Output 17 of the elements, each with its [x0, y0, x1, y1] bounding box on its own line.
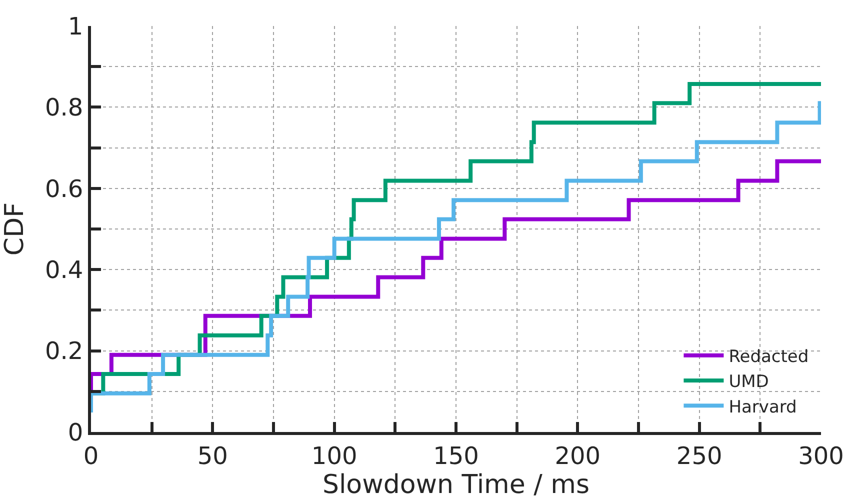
y-axis-title: CDF: [0, 202, 30, 256]
y-tick-label: 0.2: [45, 337, 84, 366]
y-tick-label: 0.4: [45, 256, 84, 284]
x-tick-label: 250: [676, 442, 722, 470]
legend-label: Harvard: [728, 397, 797, 418]
legend-label: Redacted: [728, 347, 809, 368]
y-tick-label: 1: [68, 12, 84, 40]
x-tick-label: 50: [197, 442, 228, 470]
y-tick-label: 0.8: [45, 94, 84, 122]
x-axis-title: Slowdown Time / ms: [322, 470, 590, 500]
legend-label: UMD: [728, 372, 769, 392]
y-tick-label: 0: [68, 418, 84, 446]
x-tick-label: 100: [311, 442, 358, 470]
x-tick-label: 300: [798, 442, 844, 470]
x-tick-label: 150: [433, 442, 479, 470]
x-tick-label: 200: [554, 442, 601, 470]
y-tick-label: 0.6: [45, 174, 84, 203]
